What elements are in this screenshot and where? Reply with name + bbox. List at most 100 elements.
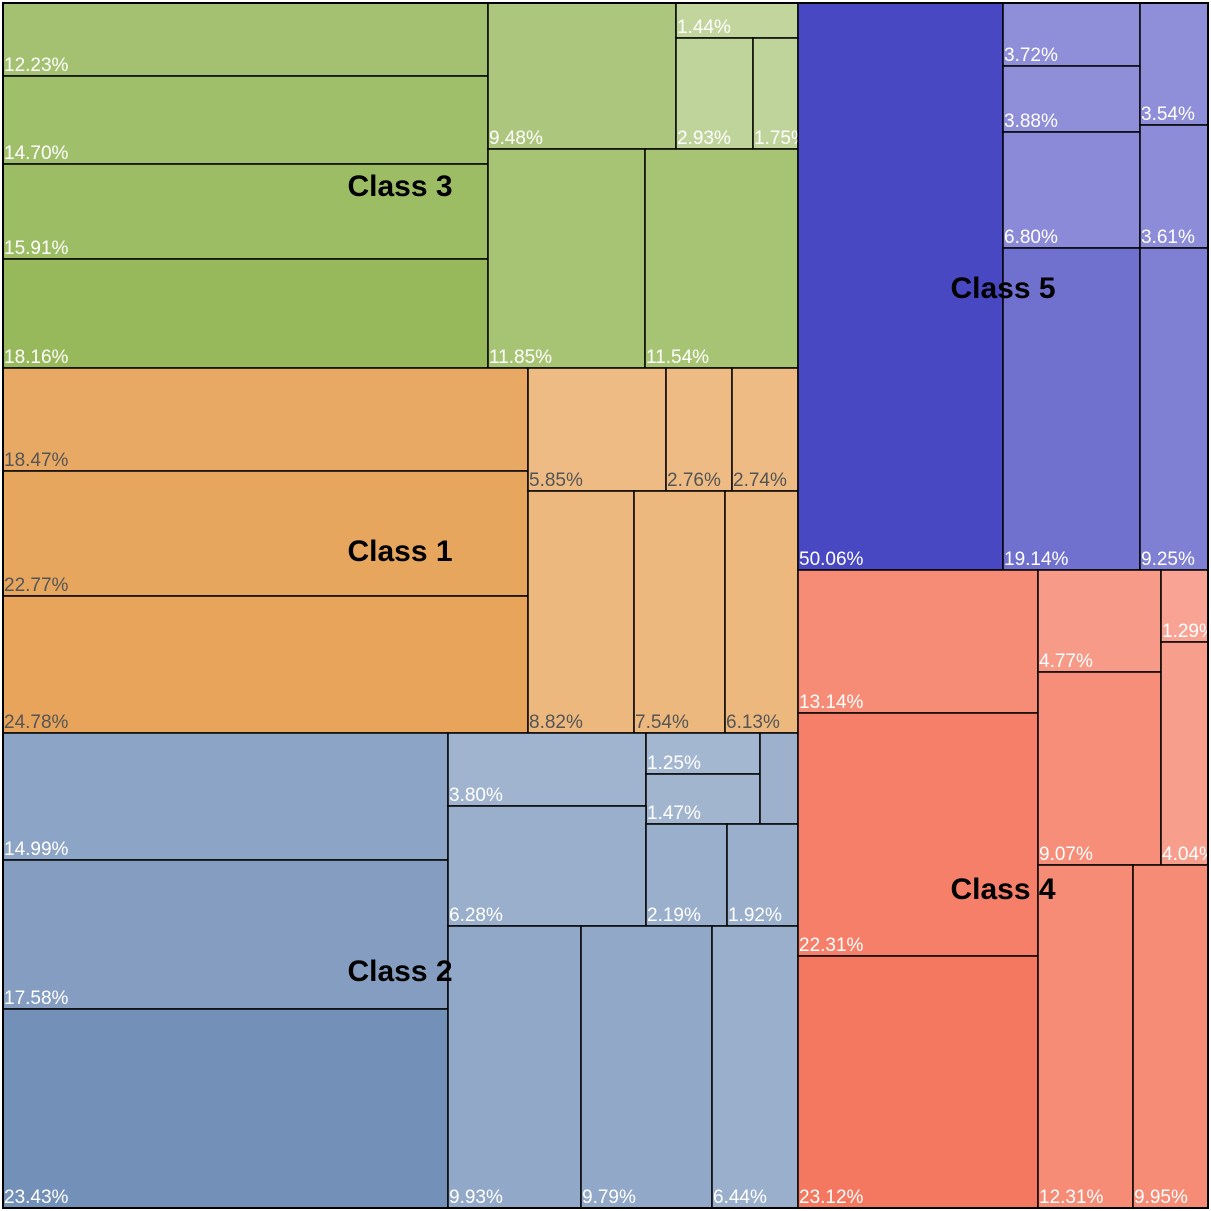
treemap-cell: [645, 773, 761, 825]
cell-value-label: 18.47%: [4, 450, 69, 471]
cell-value-label: 9.48%: [489, 128, 543, 149]
cell-value-label: 2.76%: [667, 470, 721, 491]
treemap-cell: [633, 490, 726, 734]
class-group-1: 12.23% 14.70% 15.91% 18.16% 9.48% 1.44% 2.93% 1…: [2, 2, 808, 369]
cell-value-label: 1.29%: [1162, 621, 1211, 642]
cell-value-label: 11.85%: [489, 347, 552, 368]
treemap-cell: [759, 732, 799, 825]
cell-value-label: 4.04%: [1162, 844, 1211, 865]
class-group-4: 50.06% 3.72% 3.88% 6.80% 19.14% 3.54% 3.61% 9.2…: [797, 2, 1209, 571]
treemap-cell: [487, 2, 677, 150]
treemap-cell: [1002, 65, 1141, 133]
treemap-cell: [1002, 247, 1141, 571]
class-group-2: 18.47% 22.77% 24.78% 5.85% 2.76% 2.74% 8.82% 7.…: [2, 367, 799, 734]
cell-value-label: 1.44%: [677, 17, 731, 38]
treemap-cell: [527, 367, 667, 492]
treemap-cell: [2, 1008, 449, 1209]
cell-value-label: 14.70%: [4, 143, 69, 164]
cell-value-label: 9.79%: [582, 1187, 636, 1208]
cell-value-label: 2.74%: [733, 470, 787, 491]
cell-value-label: 12.23%: [4, 55, 69, 76]
cell-value-label: 23.43%: [4, 1187, 69, 1208]
treemap-cell: [797, 569, 1039, 714]
treemap-cell: [447, 925, 582, 1209]
cell-value-label: 3.61%: [1141, 227, 1195, 248]
cell-value-label: 6.28%: [449, 905, 503, 926]
cell-value-label: 3.72%: [1004, 45, 1058, 66]
treemap-cell: [1037, 864, 1134, 1209]
cell-value-label: 3.88%: [1004, 111, 1058, 132]
class-labels: Class 3 Class 1 Class 2 Class 5 Class 4: [347, 170, 1055, 988]
cell-value-label: 19.14%: [1004, 549, 1069, 570]
cell-value-label: 7.54%: [635, 712, 689, 733]
cell-value-label: 2.19%: [647, 905, 701, 926]
treemap-cell: [1037, 671, 1162, 866]
treemap-cell: [726, 823, 799, 927]
cell-value-label: 18.16%: [4, 347, 69, 368]
cell-value-label: 5.85%: [529, 470, 583, 491]
treemap-cell: [2, 367, 529, 472]
treemap-cell: [2, 595, 529, 734]
cell-value-label: 9.25%: [1141, 549, 1195, 570]
treemap-cell: [2, 163, 489, 260]
class-group-5: 13.14% 22.31% 23.12% 4.77% 1.29% 9.07% 4.04% 12…: [797, 569, 1211, 1209]
cell-value-label: 12.31%: [1039, 1187, 1104, 1208]
cell-value-label: 3.54%: [1141, 104, 1195, 125]
treemap-cell: [724, 490, 799, 734]
treemap-cell: [580, 925, 713, 1209]
treemap-cell: [1139, 247, 1209, 571]
cell-value-label: 15.91%: [4, 238, 69, 259]
treemap-cell: [2, 75, 489, 165]
treemap-cell: [487, 148, 646, 369]
cell-value-label: 1.47%: [647, 803, 701, 824]
cell-value-label: 24.78%: [4, 712, 69, 733]
cell-value-label: 1.75%: [754, 128, 808, 149]
treemap-cell: [1160, 641, 1209, 866]
treemap-cell: [2, 258, 489, 369]
treemap-cell: [527, 490, 635, 734]
cell-value-label: 9.95%: [1134, 1187, 1188, 1208]
treemap-cell: [797, 712, 1039, 957]
cell-value-label: 2.93%: [677, 128, 731, 149]
treemap-cell: [2, 2, 489, 77]
treemap-cell: [675, 37, 754, 150]
cell-value-label: 8.82%: [529, 712, 583, 733]
treemap-cell: [447, 732, 647, 807]
cell-value-label: 50.06%: [799, 549, 864, 570]
treemap-cell: [752, 37, 799, 150]
cell-value-label: 1.92%: [728, 905, 782, 926]
treemap-cell: [1132, 864, 1209, 1209]
class-label: Class 5: [950, 272, 1055, 305]
cell-value-label: 14.99%: [4, 839, 69, 860]
cell-value-label: 17.58%: [4, 988, 69, 1009]
cell-value-label: 6.80%: [1004, 227, 1058, 248]
class-label: Class 1: [347, 535, 452, 568]
treemap-cell: [2, 470, 529, 597]
treemap-cell: [2, 732, 449, 861]
cell-value-label: 22.31%: [799, 935, 864, 956]
cell-value-label: 9.93%: [449, 1187, 503, 1208]
cell-value-label: 1.25%: [647, 753, 701, 774]
treemap-cell: [644, 148, 799, 369]
cell-value-label: 9.07%: [1039, 844, 1093, 865]
treemap-cell: [1139, 124, 1209, 249]
class-label: Class 2: [347, 955, 452, 988]
cell-value-label: 22.77%: [4, 575, 69, 596]
cell-value-label: 11.54%: [646, 347, 709, 368]
class-label: Class 3: [347, 170, 452, 203]
treemap-cell: [797, 2, 1004, 571]
cell-value-label: 4.77%: [1039, 651, 1093, 672]
treemap-cell: [1002, 131, 1141, 249]
treemap-cell: [797, 955, 1039, 1209]
cell-value-label: 13.14%: [799, 692, 864, 713]
class-label: Class 4: [950, 873, 1055, 906]
cell-value-label: 3.80%: [449, 785, 503, 806]
treemap-cell: [711, 925, 799, 1209]
cell-value-label: 23.12%: [799, 1187, 864, 1208]
cell-value-label: 6.44%: [713, 1187, 767, 1208]
cell-value-label: 6.13%: [726, 712, 780, 733]
treemap-cell: [1002, 2, 1141, 67]
